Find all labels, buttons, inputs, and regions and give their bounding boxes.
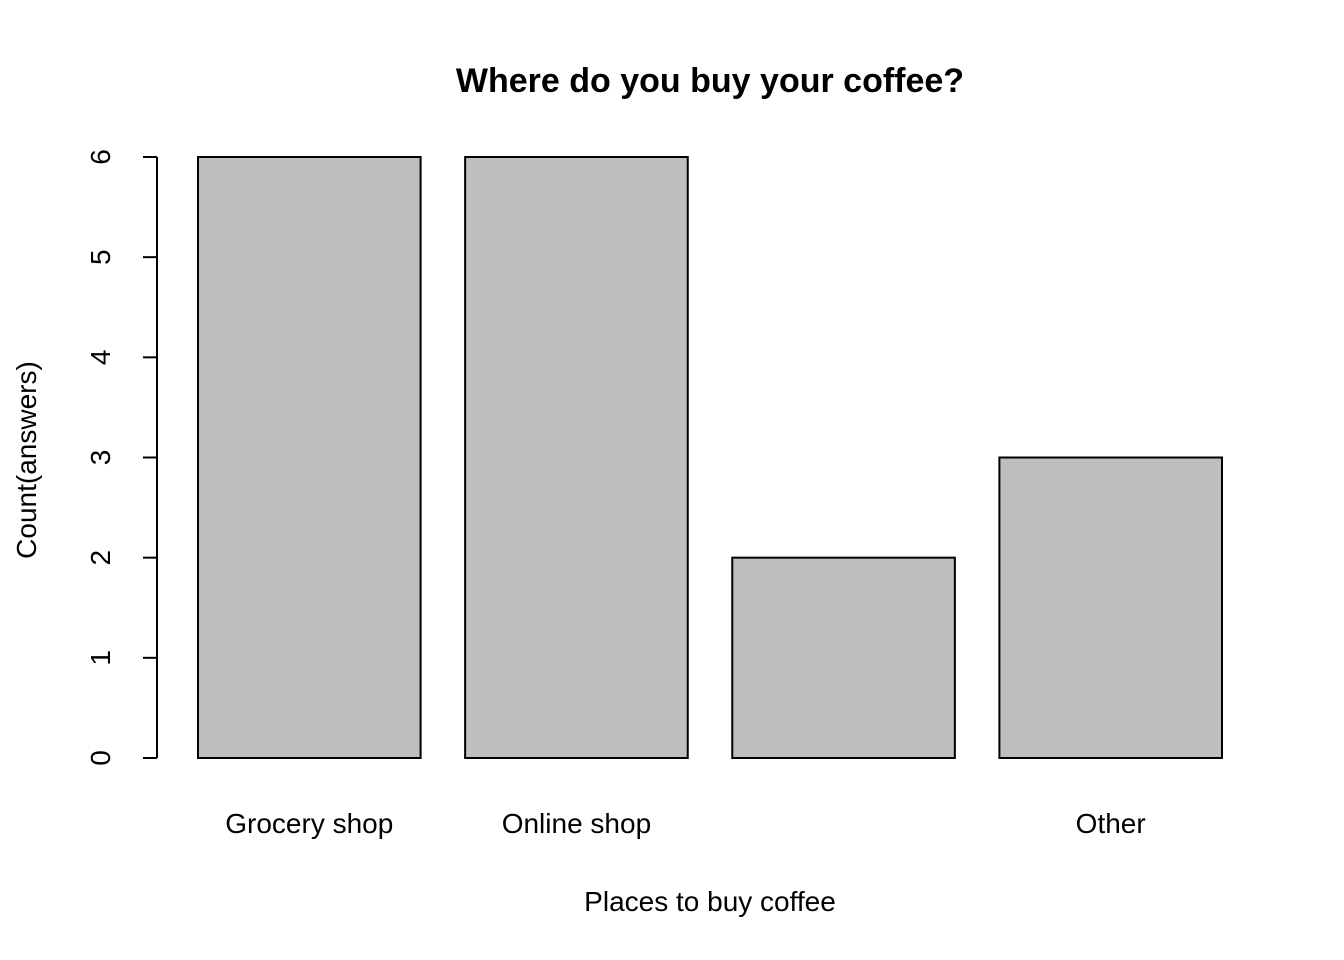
x-axis-label: Places to buy coffee (584, 886, 836, 917)
x-category-label: Grocery shop (225, 808, 393, 839)
y-axis-label: Count(answers) (11, 361, 42, 559)
x-category-label: Online shop (502, 808, 651, 839)
y-tick-label: 3 (85, 450, 116, 466)
y-tick-label: 5 (85, 249, 116, 265)
chart-title: Where do you buy your coffee? (456, 62, 964, 100)
y-tick-label: 0 (85, 750, 116, 766)
bars (197, 156, 1223, 760)
bar (731, 556, 956, 760)
bar (464, 156, 689, 759)
y-tick-label: 6 (85, 149, 116, 165)
y-tick-label: 2 (85, 550, 116, 566)
x-category-label: Other (1076, 808, 1146, 839)
y-axis: 0 1 2 3 4 5 6 (85, 149, 158, 766)
y-tick-label: 4 (85, 350, 116, 366)
y-tick-label: 1 (85, 650, 116, 666)
x-category-labels: Grocery shop Online shop Other (225, 808, 1145, 839)
bar (998, 456, 1223, 759)
bar (197, 156, 422, 759)
